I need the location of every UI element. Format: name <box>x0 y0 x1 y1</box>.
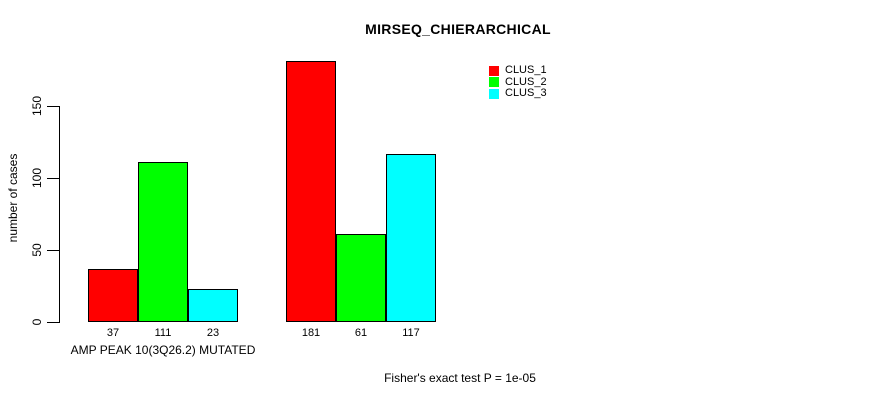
y-tick-label: 100 <box>30 167 44 189</box>
legend-label: CLUS_2 <box>505 75 547 88</box>
y-tick <box>47 106 59 107</box>
y-tick-label: 150 <box>30 95 44 117</box>
bar-clus_3-group-1 <box>188 289 238 322</box>
legend-swatch-clus_3 <box>489 88 499 99</box>
legend-label: CLUS_3 <box>505 87 547 100</box>
bar-clus_1-group-1 <box>88 269 138 322</box>
legend-swatch-clus_2 <box>489 77 499 88</box>
bar-value-label: 23 <box>206 327 220 339</box>
bar-value-label: 117 <box>402 327 420 339</box>
legend: CLUS_1 CLUS_2 CLUS_3 <box>489 65 547 100</box>
y-tick-label: 0 <box>30 318 44 326</box>
y-tick <box>47 250 59 251</box>
y-tick-label: 50 <box>30 243 44 257</box>
bar-value-label: 111 <box>154 327 172 339</box>
bar-value-label: 37 <box>106 327 120 339</box>
bar-clus_3-group-2 <box>386 154 436 322</box>
footnote: Fisher's exact test P = 1e-05 <box>384 371 536 385</box>
y-axis-line <box>59 106 60 323</box>
legend-swatch-clus_1 <box>489 65 499 76</box>
legend-label: CLUS_1 <box>505 64 547 77</box>
chart-title: MIRSEQ_CHIERARCHICAL <box>365 21 551 37</box>
legend-item-clus_1: CLUS_1 <box>489 65 547 77</box>
y-tick <box>47 178 59 179</box>
bar-clus_2-group-2 <box>336 234 386 322</box>
bar-clus_2-group-1 <box>138 162 188 322</box>
legend-item-clus_3: CLUS_3 <box>489 88 547 100</box>
legend-item-clus_2: CLUS_2 <box>489 75 547 89</box>
bar-value-label: 181 <box>301 327 321 339</box>
bar-value-label: 61 <box>354 327 368 339</box>
y-axis-title: number of cases <box>6 153 20 243</box>
bar-clus_1-group-2 <box>286 61 336 322</box>
y-tick <box>47 322 59 323</box>
category-label: AMP PEAK 10(3Q26.2) MUTATED <box>70 343 256 357</box>
